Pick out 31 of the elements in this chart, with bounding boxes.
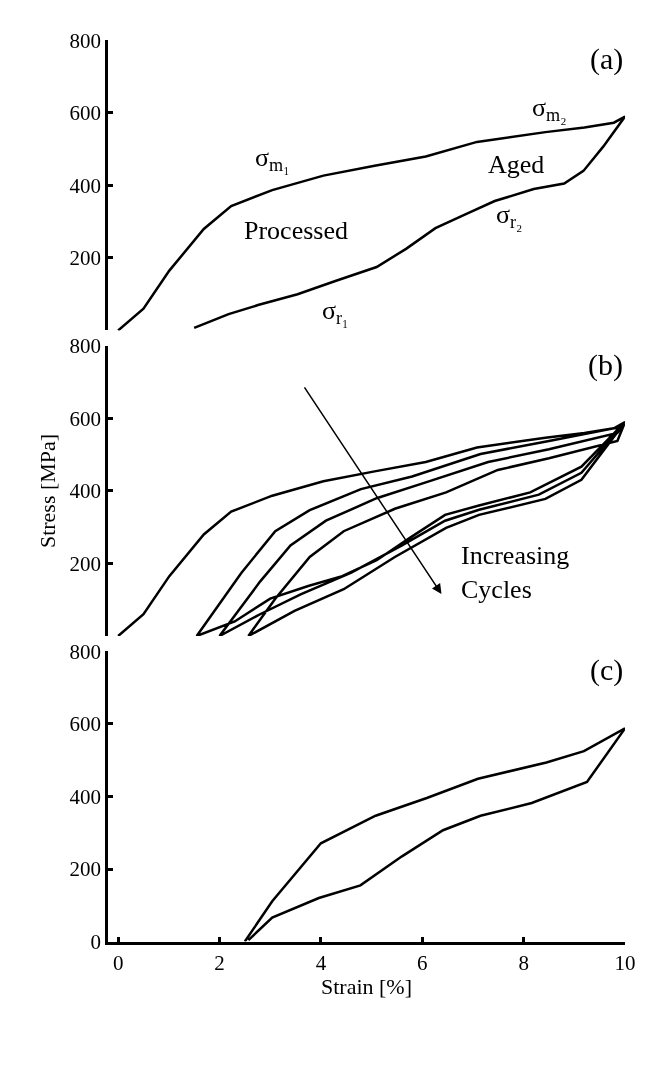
y-tick-label: 200 xyxy=(69,857,102,882)
y-tick-label: 200 xyxy=(69,246,102,271)
annotation: (a) xyxy=(590,42,624,76)
y-tick-label: 800 xyxy=(69,334,102,359)
x-tick-label: 0 xyxy=(112,950,124,975)
y-tick-label: 800 xyxy=(69,28,102,53)
x-tick-label: 4 xyxy=(315,950,327,975)
x-tick-label: 2 xyxy=(214,950,225,975)
y-tick-label: 600 xyxy=(69,101,102,126)
x-axis-title: Strain [%] xyxy=(320,974,413,1000)
annotation: Increasing Cycles xyxy=(461,541,570,604)
y-tick-label: 800 xyxy=(69,639,102,664)
y-tick-label: 400 xyxy=(69,479,102,504)
y-axis-title: Stress [MPa] xyxy=(35,433,61,549)
annotation: Aged xyxy=(488,150,545,179)
x-tick-label: 6 xyxy=(417,950,428,975)
x-tick-label: 8 xyxy=(518,950,529,975)
y-tick-label: 600 xyxy=(69,712,102,737)
y-tick-label: 200 xyxy=(69,551,102,576)
annotation: (c) xyxy=(590,653,624,687)
annotation: (b) xyxy=(588,348,623,382)
annotation: σ$_{m₁}$ xyxy=(255,143,290,176)
y-tick-label: 0 xyxy=(90,929,102,954)
y-tick-label: 400 xyxy=(69,173,102,198)
annotation: σ$_{m₂}$ xyxy=(532,93,567,126)
x-tick-label: 10 xyxy=(614,950,636,975)
annotation: Processed xyxy=(244,216,348,245)
y-tick-label: 400 xyxy=(69,784,102,809)
y-tick-label: 600 xyxy=(69,406,102,431)
annotation: σ$_{r₁}$ xyxy=(322,296,349,329)
annotation: σ$_{r₂}$ xyxy=(496,200,523,233)
